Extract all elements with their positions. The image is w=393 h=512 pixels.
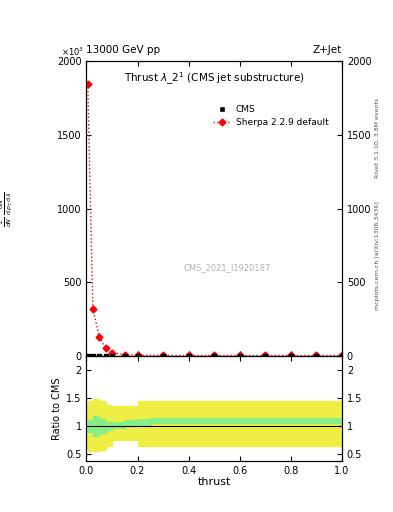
- Text: Z+Jet: Z+Jet: [313, 45, 342, 55]
- Text: $\times10^{3}$: $\times10^{3}$: [61, 46, 84, 58]
- Y-axis label: $\frac{1}{\mathrm{d}N}\;\frac{\mathrm{d}N}{\mathrm{d}\,p_\mathrm{T}\,\mathrm{d}\: $\frac{1}{\mathrm{d}N}\;\frac{\mathrm{d}…: [0, 190, 15, 226]
- Legend: CMS, Sherpa 2.2.9 default: CMS, Sherpa 2.2.9 default: [210, 101, 332, 131]
- Text: 13000 GeV pp: 13000 GeV pp: [86, 45, 161, 55]
- Text: Thrust $\lambda\_2^1$ (CMS jet substructure): Thrust $\lambda\_2^1$ (CMS jet substruct…: [124, 70, 305, 87]
- Text: CMS_2021_I1920187: CMS_2021_I1920187: [183, 263, 271, 272]
- Y-axis label: Ratio to CMS: Ratio to CMS: [52, 377, 62, 439]
- X-axis label: thrust: thrust: [198, 477, 231, 487]
- Text: Rivet 3.1.10, 3.8M events: Rivet 3.1.10, 3.8M events: [375, 98, 380, 178]
- Text: mcplots.cern.ch [arXiv:1306.3436]: mcplots.cern.ch [arXiv:1306.3436]: [375, 202, 380, 310]
